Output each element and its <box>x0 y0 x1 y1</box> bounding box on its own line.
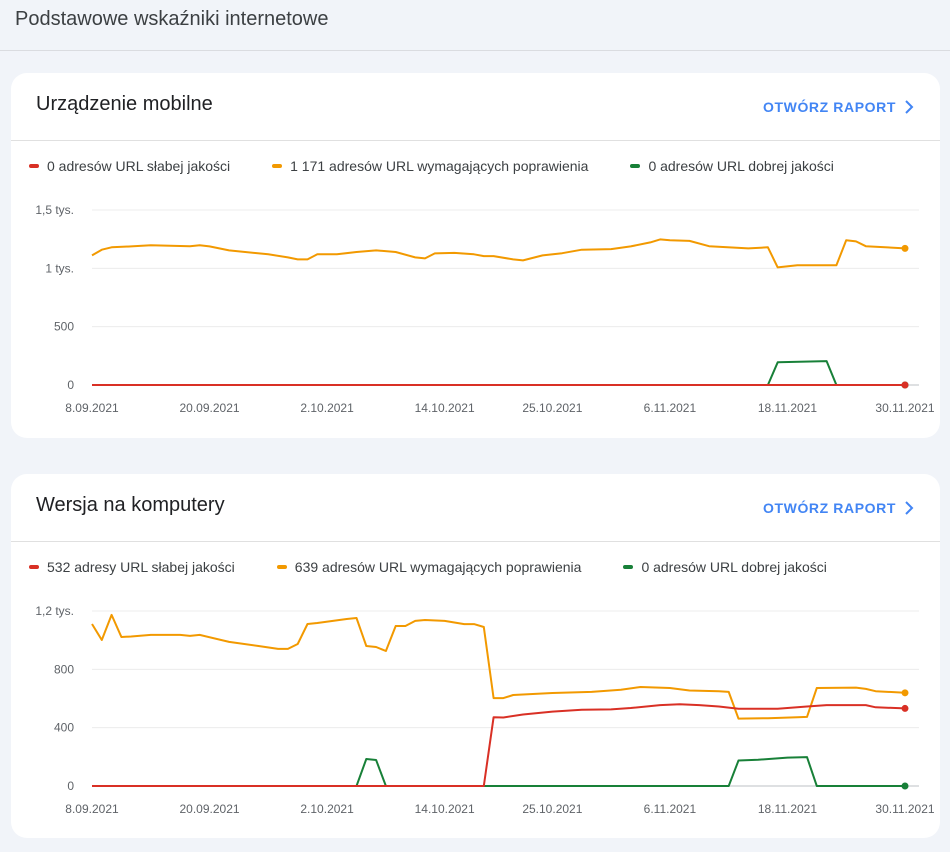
series-line-needs_improvement <box>91 238 906 269</box>
chevron-right-icon <box>905 501 914 515</box>
open-report-label: OTWÓRZ RAPORT <box>762 99 896 115</box>
x-tick-label: 20.09.2021 <box>180 802 240 816</box>
legend-item-poor[interactable]: 0 adresów URL słabej jakości <box>29 158 230 174</box>
header-divider <box>0 50 950 51</box>
legend-item-needs-improvement[interactable]: 1 171 adresów URL wymagających poprawien… <box>272 158 588 174</box>
mobile-chart: 0 500 1 tys. 1,5 tys. 8.09.2021 20.09.2021 2.1… <box>35 203 935 415</box>
y-tick-label: 1 tys. <box>45 261 74 275</box>
y-tick-label: 1,5 tys. <box>35 203 74 217</box>
y-tick-label: 0 <box>67 779 74 793</box>
chevron-right-icon <box>905 100 914 114</box>
x-tick-label: 18.11.2021 <box>758 401 817 415</box>
swatch-needs-improvement <box>276 565 287 569</box>
legend-label: 1 171 adresów URL wymagających poprawien… <box>290 158 589 174</box>
series-line-good <box>92 756 905 787</box>
series-line-poor <box>92 703 906 787</box>
x-tick-label: 2.10.2021 <box>300 802 354 816</box>
x-tick-label: 30.11.2021 <box>875 802 934 816</box>
legend-item-needs-improvement[interactable]: 639 adresów URL wymagających poprawienia <box>276 559 582 575</box>
open-report-label: OTWÓRZ RAPORT <box>762 500 896 516</box>
open-report-link[interactable]: OTWÓRZ RAPORT <box>763 500 914 516</box>
x-tick-label: 20.09.2021 <box>180 401 240 415</box>
series-end-point-poor <box>901 381 909 389</box>
legend-item-good[interactable]: 0 adresów URL dobrej jakości <box>630 158 834 174</box>
series-line-needs_improvement <box>91 613 906 720</box>
x-tick-label: 14.10.2021 <box>415 802 475 816</box>
y-tick-label: 500 <box>54 320 74 334</box>
card-divider <box>11 541 940 542</box>
series-end-point-needs_improvement <box>901 689 909 697</box>
y-tick-label: 400 <box>54 721 74 735</box>
desktop-card: Wersja na komputery OTWÓRZ RAPORT 532 ad… <box>11 474 940 838</box>
y-tick-label: 0 <box>67 378 74 392</box>
card-title: Urządzenie mobilne <box>36 93 213 115</box>
card-title: Wersja na komputery <box>36 494 225 516</box>
y-tick-label: 800 <box>54 662 74 676</box>
x-tick-label: 2.10.2021 <box>300 401 354 415</box>
card-divider <box>11 140 940 141</box>
legend-label: 639 adresów URL wymagających poprawienia <box>294 559 582 575</box>
legend-label: 0 adresów URL dobrej jakości <box>648 158 834 174</box>
x-tick-label: 25.10.2021 <box>522 802 582 816</box>
series-end-point-good <box>901 782 909 790</box>
mobile-card: Urządzenie mobilne OTWÓRZ RAPORT 0 adres… <box>11 73 940 438</box>
x-tick-label: 30.11.2021 <box>875 401 934 415</box>
swatch-poor <box>29 565 39 569</box>
x-tick-label: 18.11.2021 <box>758 802 817 816</box>
legend-item-poor[interactable]: 532 adresy URL słabej jakości <box>29 559 235 575</box>
legend-label: 532 adresy URL słabej jakości <box>47 559 235 575</box>
series-end-point-poor <box>901 704 909 712</box>
x-tick-label: 8.09.2021 <box>65 401 119 415</box>
open-report-link[interactable]: OTWÓRZ RAPORT <box>763 99 914 115</box>
x-tick-label: 14.10.2021 <box>415 401 475 415</box>
desktop-chart: 0 400 800 1,2 tys. 8.09.2021 20.09.2021 2.10.2… <box>35 604 935 816</box>
legend-item-good[interactable]: 0 adresów URL dobrej jakości <box>623 559 827 575</box>
swatch-good <box>623 565 634 569</box>
legend-label: 0 adresów URL dobrej jakości <box>641 559 827 575</box>
x-tick-label: 6.11.2021 <box>644 802 697 816</box>
x-tick-label: 8.09.2021 <box>65 802 119 816</box>
legend-label: 0 adresów URL słabej jakości <box>47 158 231 174</box>
y-tick-label: 1,2 tys. <box>35 604 74 618</box>
x-tick-label: 6.11.2021 <box>644 401 697 415</box>
swatch-good <box>630 164 641 168</box>
x-tick-label: 25.10.2021 <box>522 401 582 415</box>
legend: 532 adresy URL słabej jakości 639 adresó… <box>29 559 869 575</box>
series-end-point-needs_improvement <box>901 244 909 252</box>
series-line-good <box>92 360 905 386</box>
legend: 0 adresów URL słabej jakości 1 171 adres… <box>29 158 876 174</box>
page-title: Podstawowe wskaźniki internetowe <box>15 8 329 30</box>
swatch-poor <box>29 164 39 168</box>
swatch-needs-improvement <box>272 164 283 168</box>
